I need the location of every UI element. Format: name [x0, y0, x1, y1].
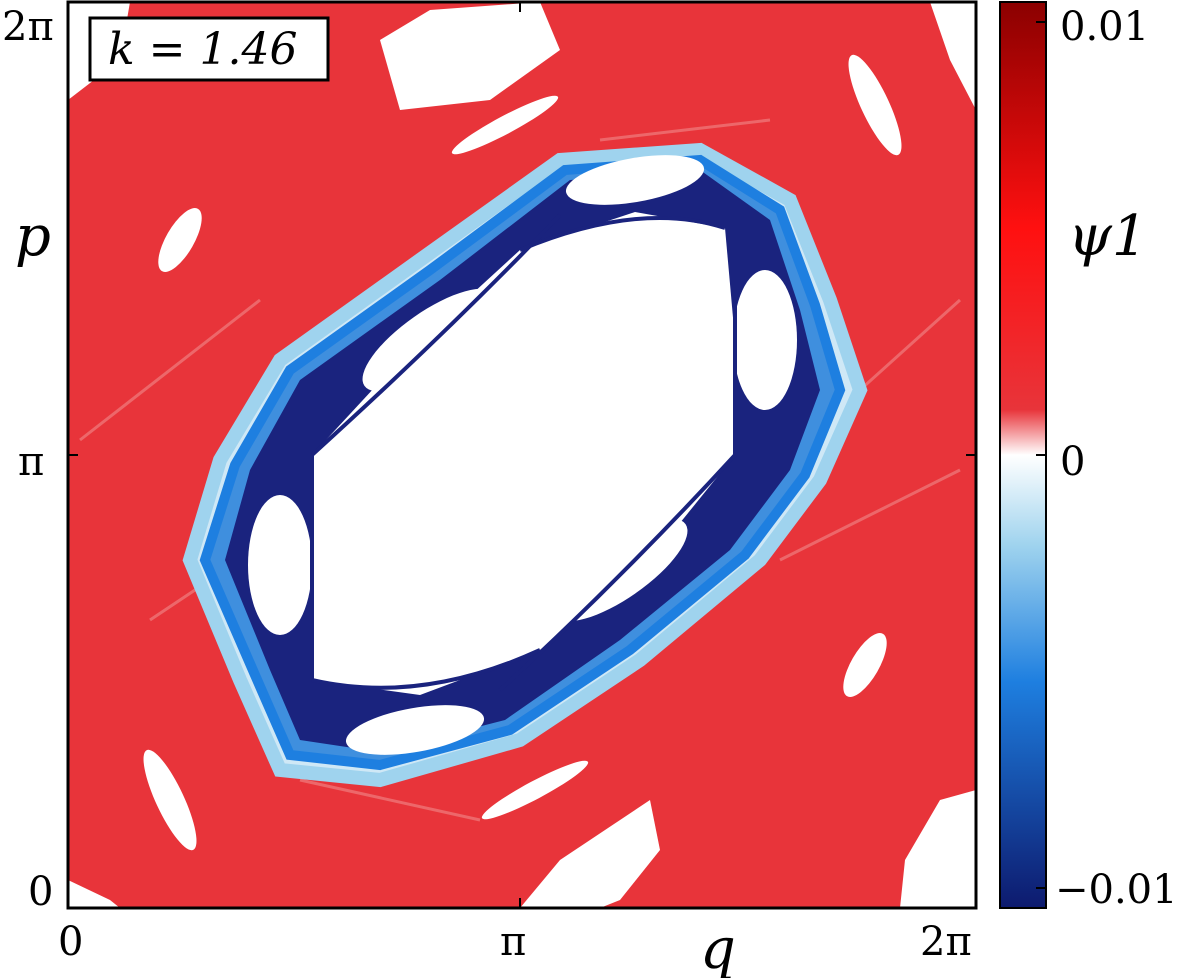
colorbar-ticks	[1036, 21, 1046, 889]
island-oval-4	[143, 749, 197, 851]
satellite-island-4	[345, 705, 485, 755]
x-tick-label-2pi: 2π	[920, 919, 972, 965]
island-top-mid	[380, 2, 560, 110]
island-bottom-mid	[520, 800, 660, 908]
island-oval-1	[848, 54, 902, 156]
island-bottom-left	[68, 880, 120, 908]
island-streak-1	[451, 95, 559, 155]
colorbar-label: ψ1	[1068, 204, 1148, 269]
satellite-island-3	[565, 155, 705, 205]
island-oval-3	[843, 633, 887, 697]
separatrix-lines	[310, 213, 737, 692]
island-streak-2	[481, 760, 589, 820]
satellite-island-6	[552, 518, 688, 622]
colorbar-tick-min: −0.01	[1055, 867, 1178, 913]
colorbar-tick-max: 0.01	[1060, 4, 1149, 50]
island-top-right	[930, 2, 976, 110]
island-bottom-right	[900, 790, 976, 908]
y-axis-label: p	[15, 204, 51, 269]
x-tick-label-0: 0	[58, 919, 83, 965]
satellite-island-2	[248, 495, 312, 635]
y-tick-label-0: 0	[28, 869, 53, 915]
y-tick-label-pi: π	[18, 439, 44, 485]
x-axis-label: q	[700, 917, 736, 978]
satellite-island-1	[733, 270, 797, 410]
plot-area	[68, 2, 976, 908]
island-oval-2	[158, 208, 202, 272]
parameter-label: k = 1.46	[108, 24, 297, 75]
y-tick-label-2pi: 2π	[2, 4, 54, 50]
parameter-box	[88, 16, 330, 82]
tick-marks	[68, 2, 976, 908]
x-tick-label-pi: π	[500, 919, 526, 965]
colorbar-tick-zero: 0	[1060, 439, 1085, 485]
